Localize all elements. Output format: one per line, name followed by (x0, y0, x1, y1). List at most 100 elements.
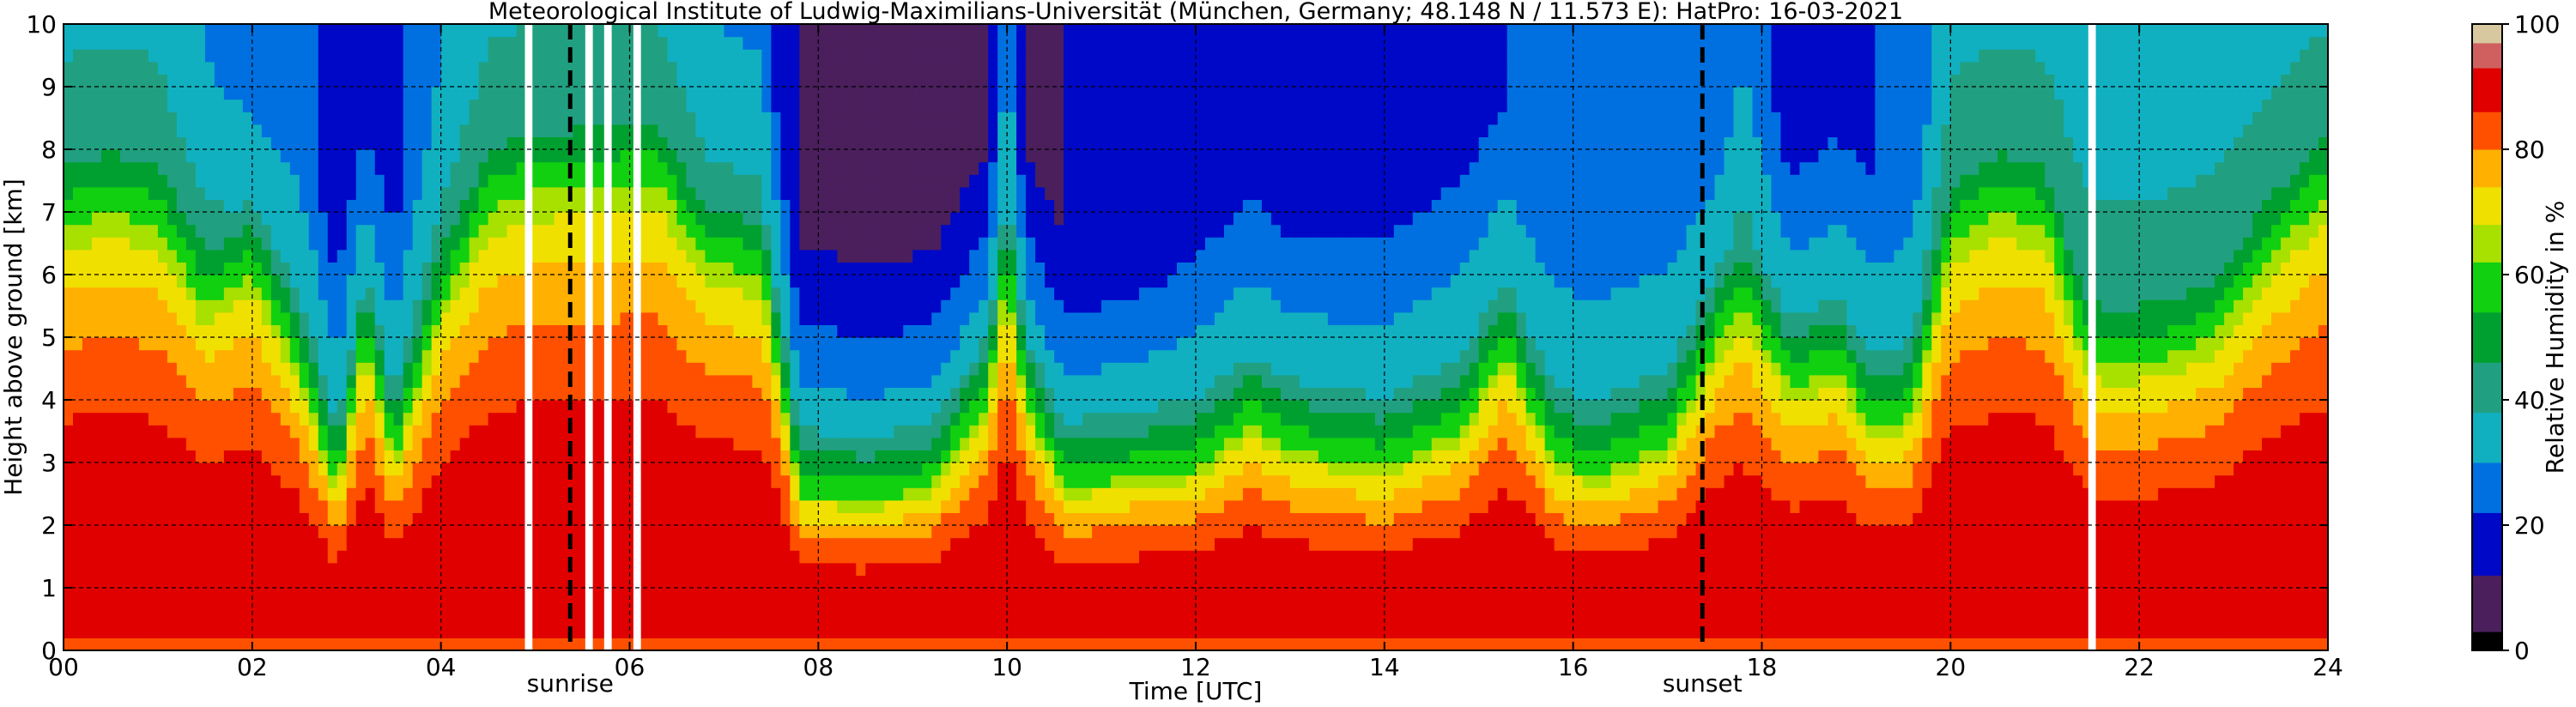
heatmap-cell (119, 412, 130, 426)
heatmap-cell (742, 262, 753, 275)
heatmap-cell (233, 262, 244, 275)
heatmap-cell (91, 613, 102, 626)
heatmap-cell (204, 237, 215, 251)
heatmap-cell (365, 638, 376, 650)
heatmap-cell (365, 224, 376, 238)
heatmap-cell (488, 74, 499, 88)
heatmap-cell (270, 337, 282, 351)
heatmap-cell (72, 87, 83, 100)
heatmap-cell (771, 224, 781, 238)
heatmap-cell (742, 362, 753, 376)
heatmap-cell (129, 299, 140, 313)
heatmap-cell (506, 24, 518, 38)
heatmap-cell (922, 311, 932, 325)
heatmap-cell (752, 61, 762, 75)
heatmap-cell (941, 99, 951, 112)
heatmap-cell (403, 512, 414, 526)
heatmap-cell (497, 487, 508, 501)
heatmap-cell (648, 437, 659, 450)
heatmap-cell (478, 49, 489, 63)
heatmap-cell (431, 149, 442, 163)
heatmap-cell (393, 349, 404, 363)
heatmap-cell (289, 387, 300, 401)
heatmap-cell (695, 275, 706, 288)
heatmap-cell (488, 311, 499, 325)
heatmap-cell (270, 49, 282, 63)
heatmap-cell (100, 61, 112, 75)
heatmap-cell (233, 49, 244, 63)
heatmap-cell (639, 638, 650, 650)
heatmap-cell (72, 61, 83, 75)
heatmap-cell (733, 499, 743, 513)
heatmap-cell (393, 199, 404, 213)
heatmap-cell (289, 613, 300, 626)
heatmap-cell (64, 349, 74, 363)
heatmap-cell (497, 613, 508, 626)
heatmap-cell (308, 412, 319, 426)
heatmap-cell (610, 474, 621, 488)
heatmap-cell (119, 499, 130, 513)
heatmap-cell (714, 487, 725, 501)
heatmap-cell (459, 74, 470, 88)
heatmap-cell (138, 337, 149, 351)
heatmap-cell (894, 36, 904, 50)
heatmap-cell (535, 588, 546, 601)
heatmap-cell (648, 550, 659, 564)
heatmap-cell (544, 324, 555, 338)
heatmap-cell (403, 287, 414, 300)
heatmap-cell (827, 374, 838, 388)
heatmap-cell (894, 537, 904, 551)
heatmap-cell (554, 249, 565, 263)
heatmap-cell (761, 262, 772, 275)
heatmap-cell (270, 36, 282, 50)
heatmap-cell (535, 425, 546, 438)
heatmap-cell (733, 161, 743, 175)
heatmap-cell (421, 61, 433, 75)
heatmap-cell (138, 249, 149, 263)
heatmap-cell (280, 362, 291, 376)
heatmap-cell (346, 588, 357, 601)
heatmap-cell (912, 400, 923, 414)
heatmap-cell (365, 124, 376, 137)
heatmap-cell (742, 24, 753, 38)
heatmap-cell (233, 525, 244, 539)
heatmap-cell (110, 575, 121, 589)
heatmap-cell (686, 324, 697, 338)
heatmap-cell (384, 525, 395, 539)
heatmap-cell (695, 374, 706, 388)
heatmap-cell (157, 74, 168, 88)
heatmap-cell (506, 74, 518, 88)
heatmap-cell (336, 24, 348, 38)
heatmap-cell (591, 49, 603, 63)
heatmap-cell (639, 425, 650, 438)
heatmap-cell (242, 638, 253, 650)
heatmap-cell (459, 174, 470, 188)
heatmap-cell (110, 450, 121, 463)
heatmap-cell (119, 61, 130, 75)
heatmap-cell (884, 600, 894, 613)
heatmap-cell (327, 99, 338, 112)
heatmap-cell (157, 499, 168, 513)
heatmap-cell (223, 349, 234, 363)
heatmap-cell (705, 374, 716, 388)
heatmap-cell (488, 474, 499, 488)
heatmap-cell (204, 299, 215, 313)
heatmap-cell (922, 174, 932, 188)
heatmap-cell (658, 588, 669, 601)
heatmap-cell (733, 112, 743, 125)
heatmap-cell (176, 99, 187, 112)
heatmap-cell (91, 349, 102, 363)
heatmap-cell (856, 575, 866, 589)
heatmap-cell (450, 562, 461, 576)
heatmap-cell (979, 262, 989, 275)
heatmap-cell (270, 212, 282, 226)
heatmap-cell (157, 212, 168, 226)
heatmap-cell (82, 199, 93, 213)
heatmap-cell (450, 262, 461, 275)
heatmap-cell (100, 287, 112, 300)
heatmap-cell (865, 474, 876, 488)
heatmap-cell (941, 61, 951, 75)
heatmap-cell (261, 237, 272, 251)
heatmap-cell (440, 99, 452, 112)
heatmap-cell (686, 499, 697, 513)
